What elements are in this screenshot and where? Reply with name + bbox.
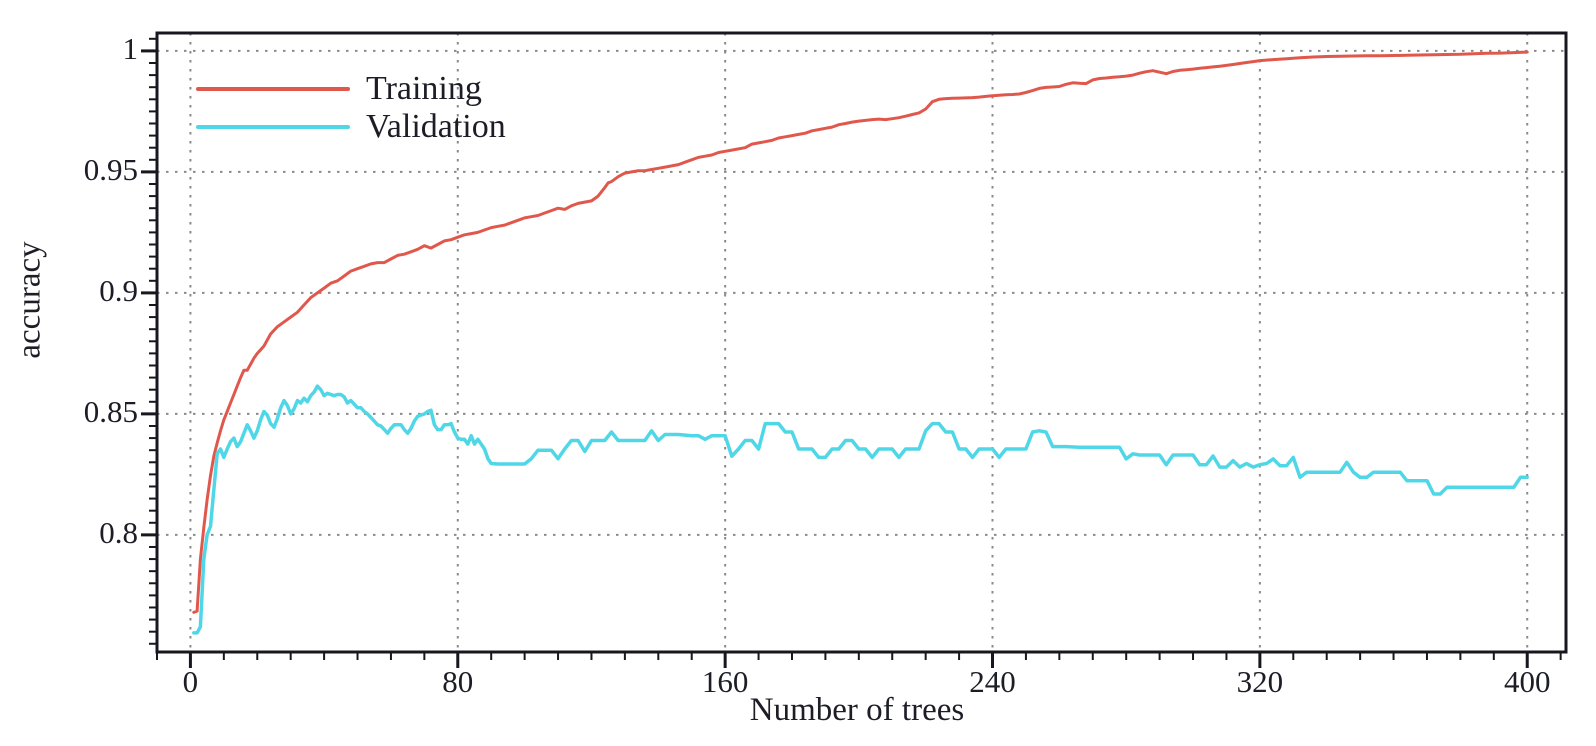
validation-legend-label: Validation	[366, 108, 506, 145]
legend-item-validation: Validation	[196, 108, 506, 146]
legend-item-training: Training	[196, 70, 506, 108]
validation-line-swatch	[196, 125, 350, 129]
x-tick-label-80: 80	[442, 664, 474, 699]
validation-series-line	[192, 384, 1529, 635]
y-tick-label-095: 0.95	[83, 151, 138, 187]
training-legend-label: Training	[366, 70, 482, 107]
x-tick-label-400: 400	[1503, 664, 1551, 699]
training-series-line	[192, 50, 1529, 614]
x-tick-label-160: 160	[701, 664, 749, 699]
training-line-swatch	[196, 87, 350, 91]
y-tick-label-08: 0.8	[99, 514, 138, 550]
plot-frame	[155, 31, 1568, 654]
x-axis-title: Number of trees	[749, 692, 965, 728]
x-tick-label-240: 240	[969, 664, 1016, 699]
x-tick-label-320: 320	[1236, 664, 1284, 699]
legend: Training Validation	[196, 70, 506, 146]
y-tick-label-085: 0.85	[83, 393, 138, 429]
y-tick-label-1: 1	[122, 30, 139, 66]
x-tick-label-0: 0	[182, 664, 199, 699]
y-axis-title: accuracy	[11, 241, 48, 359]
y-tick-label-09: 0.9	[99, 272, 138, 308]
